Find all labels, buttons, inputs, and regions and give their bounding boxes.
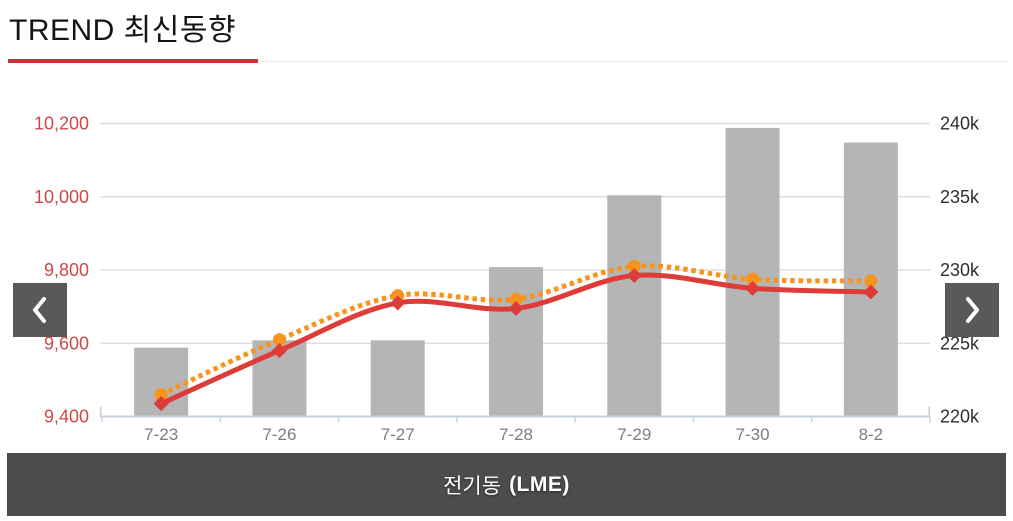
right-axis-label: 220k [940, 407, 980, 427]
orange-circle-marker [272, 333, 286, 347]
red-diamond-marker [390, 295, 406, 311]
left-axis-label: 9,800 [44, 260, 89, 280]
right-axis-label: 225k [940, 333, 980, 353]
chevron-left-icon [33, 297, 46, 323]
red-diamond-marker [626, 267, 642, 283]
orange-circle-marker [864, 274, 878, 288]
right-axis-label: 235k [940, 187, 980, 207]
x-axis-label: 7-23 [144, 425, 178, 444]
x-axis-label: 7-27 [381, 425, 415, 444]
bar-7-27 [370, 340, 425, 417]
title-underline-accent [8, 59, 258, 63]
orange-circle-marker [509, 292, 523, 306]
title-underline-dotted [262, 61, 1008, 62]
chevron-right-icon [966, 297, 979, 323]
right-axis-label: 230k [940, 260, 980, 280]
next-button[interactable] [945, 283, 999, 337]
red-diamond-marker [863, 284, 879, 300]
orange-circle-marker [746, 272, 760, 286]
bar-7-29 [607, 195, 662, 417]
chart-footer-label: 전기동 (LME) [7, 453, 1006, 516]
x-axis-label: 8-2 [859, 425, 884, 444]
orange-circle-marker [154, 388, 168, 402]
right-axis-label: 240k [940, 114, 980, 134]
prev-button[interactable] [13, 283, 67, 337]
x-axis-label: 7-30 [736, 425, 770, 444]
footer-label-lme: (LME) [509, 472, 570, 496]
red-diamond-marker [745, 280, 761, 296]
x-axis-label: 7-28 [499, 425, 533, 444]
bar-7-30 [725, 127, 780, 417]
red-diamond-marker [153, 396, 169, 412]
page-title: TREND 최신동향 [9, 14, 237, 47]
left-axis-label: 9,400 [44, 407, 89, 427]
x-axis-label: 7-29 [617, 425, 651, 444]
x-axis-label: 7-26 [262, 425, 296, 444]
left-axis-label: 9,600 [44, 333, 89, 353]
orange-circle-marker [627, 259, 641, 273]
left-axis-label: 10,200 [34, 114, 89, 134]
footer-label-korean: 전기동 [443, 474, 502, 498]
combo-chart: 9,400 9,600 9,800 10,000 10,200 220k 225k 230k 2… [34, 114, 980, 445]
left-axis-label: 10,000 [34, 187, 89, 207]
bar-7-28 [489, 267, 543, 417]
red-diamond-marker [271, 343, 287, 359]
red-diamond-marker [508, 300, 524, 316]
